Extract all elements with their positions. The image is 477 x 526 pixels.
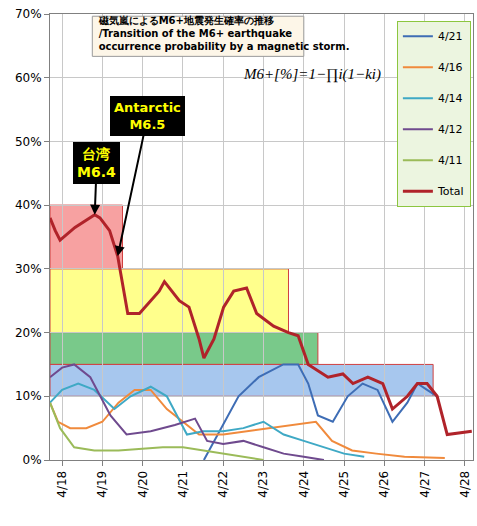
svg-text:台湾M6.4: 台湾M6.4 [77,146,116,180]
svg-text:4/21: 4/21 [176,471,190,498]
svg-text:Total: Total [437,185,464,198]
svg-text:4/27: 4/27 [418,471,432,498]
svg-text:4/22: 4/22 [216,471,230,498]
svg-text:4/14: 4/14 [438,92,463,105]
svg-text:4/26: 4/26 [377,471,391,498]
svg-text:0%: 0% [23,453,42,467]
svg-text:4/16: 4/16 [438,61,463,74]
svg-text:4/19: 4/19 [95,471,109,498]
svg-text:AntarcticM6.5: AntarcticM6.5 [114,100,181,132]
svg-text:10%: 10% [15,389,42,403]
svg-text:50%: 50% [15,135,42,149]
svg-text:20%: 20% [15,326,42,340]
svg-text:4/21: 4/21 [438,30,463,43]
svg-text:4/28: 4/28 [458,471,472,498]
svg-text:M6+[%]=1−∏i(1−ki): M6+[%]=1−∏i(1−ki) [243,66,381,83]
svg-text:70%: 70% [15,7,42,21]
svg-text:磁気嵐によるM6+地震発生確率の推移/Transition: 磁気嵐によるM6+地震発生確率の推移/Transition of the M6+… [98,15,350,52]
svg-text:4/12: 4/12 [438,123,463,136]
svg-text:60%: 60% [15,71,42,85]
svg-text:4/24: 4/24 [297,471,311,498]
svg-text:4/25: 4/25 [337,471,351,498]
svg-text:4/20: 4/20 [136,471,150,498]
svg-text:4/18: 4/18 [55,471,69,498]
svg-text:30%: 30% [15,262,42,276]
svg-text:4/11: 4/11 [438,154,463,167]
svg-text:40%: 40% [15,198,42,212]
svg-text:4/23: 4/23 [256,471,270,498]
